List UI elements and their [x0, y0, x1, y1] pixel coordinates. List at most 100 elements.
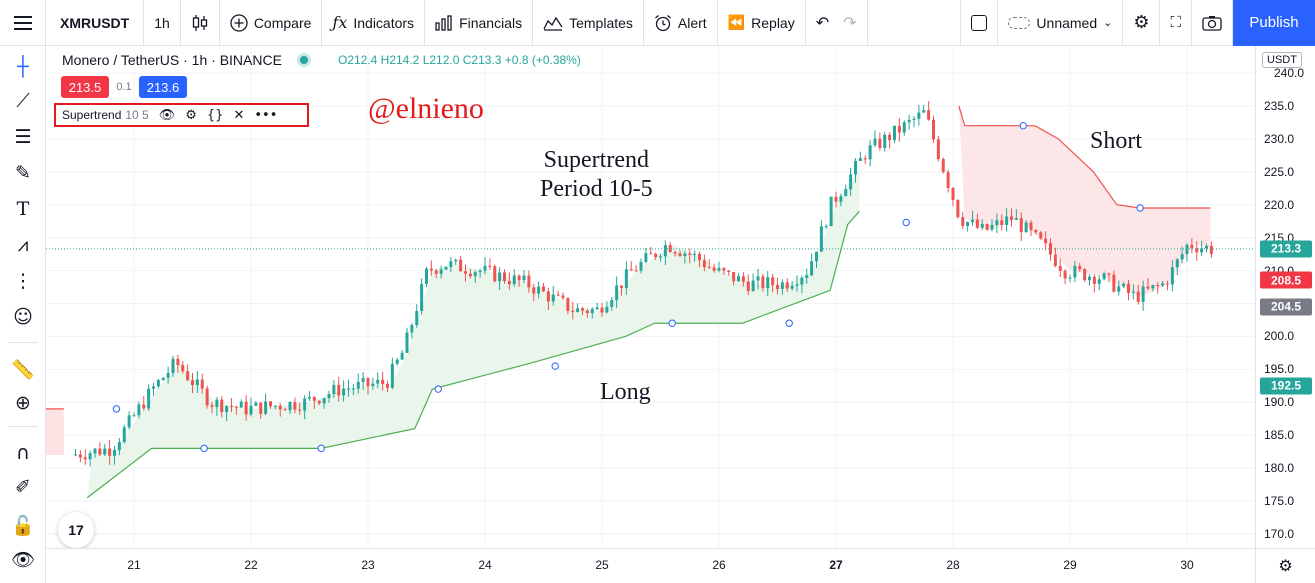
redo-icon[interactable]: ↷: [843, 12, 857, 32]
candle-body: [147, 388, 151, 409]
publish-button[interactable]: Publish: [1233, 0, 1315, 46]
prediction-tool[interactable]: ⋮: [0, 264, 46, 298]
icons-tool[interactable]: ☺: [0, 300, 46, 334]
magnet-tool[interactable]: ∩: [0, 436, 46, 470]
tradingview-logo[interactable]: 17: [58, 512, 94, 548]
more-icon[interactable]: •••: [254, 107, 278, 123]
pattern-tool[interactable]: ⩘: [0, 228, 46, 262]
supertrend-marker: [668, 319, 676, 327]
time-tick: 30: [1180, 558, 1194, 572]
candle-body: [663, 245, 667, 257]
candle-body: [581, 308, 584, 311]
close-icon[interactable]: ✕: [233, 107, 245, 123]
candle-body: [805, 275, 809, 278]
trendline-tool[interactable]: ⟋: [0, 84, 46, 118]
symbol-title[interactable]: Monero / TetherUS · 1h · BINANCE: [62, 52, 282, 68]
candle-body: [941, 159, 945, 173]
crosshair-tool[interactable]: ┼: [0, 50, 46, 84]
price-tick: 170.0: [1264, 527, 1295, 541]
text-tool[interactable]: T: [0, 192, 46, 226]
candle-body: [347, 388, 350, 390]
buy-button[interactable]: 213.6: [139, 76, 187, 98]
fullscreen-button[interactable]: ⛶: [1160, 0, 1192, 46]
candle-body: [181, 365, 185, 372]
supertrend-short-line: [958, 105, 1211, 209]
magnet-icon: ∩: [16, 442, 30, 464]
candle-body: [1166, 283, 1169, 285]
measure-tool[interactable]: 📏: [0, 352, 46, 386]
candle-body: [1190, 244, 1194, 249]
price-axis[interactable]: USDT 235.0230.0225.0220.0215.0210.0205.0…: [1255, 46, 1315, 548]
candle-body: [449, 261, 453, 267]
source-code-icon[interactable]: {}: [206, 107, 224, 123]
candle-body: [620, 285, 623, 288]
hide-drawings-tool[interactable]: 👁: [0, 542, 46, 576]
chart-type-button[interactable]: [181, 0, 220, 46]
stay-drawing-tool[interactable]: ✐: [0, 470, 46, 504]
candle-body: [1170, 267, 1174, 285]
symbol-search-button[interactable]: XMRUSDT: [46, 0, 145, 46]
lock-icon: 🔓: [11, 514, 35, 537]
candle-body: [278, 405, 282, 410]
candle-body: [410, 325, 414, 333]
candle-body: [600, 307, 604, 313]
alarm-clock-icon: [654, 14, 671, 31]
candle-body: [854, 161, 857, 175]
axis-settings-button[interactable]: ⚙: [1255, 548, 1315, 583]
templates-button[interactable]: Templates: [533, 0, 644, 46]
high-value: H214.2: [380, 53, 420, 67]
candle-body: [234, 406, 238, 408]
author-watermark: @elnieno: [368, 92, 484, 125]
alert-button[interactable]: Alert: [644, 0, 718, 46]
interval-button[interactable]: 1h: [144, 0, 181, 46]
candle-body: [644, 253, 648, 262]
select-layout-toggle[interactable]: [960, 0, 999, 46]
zoom-tool[interactable]: ⊕: [0, 386, 46, 420]
trendline-icon: ⟋: [16, 90, 30, 112]
candle-body: [493, 266, 497, 282]
gear-icon[interactable]: ⚙: [185, 107, 197, 123]
compare-button[interactable]: Compare: [220, 0, 323, 46]
compare-label: Compare: [253, 14, 312, 31]
price-badge: 192.5: [1260, 377, 1312, 395]
candle-body: [415, 311, 419, 326]
replay-button[interactable]: ⏪ Replay: [718, 0, 806, 46]
candle-body: [127, 415, 131, 428]
candle-body: [951, 188, 955, 200]
lock-drawings-tool[interactable]: 🔓: [0, 508, 46, 542]
candle-body: [98, 448, 102, 455]
time-tick: 22: [244, 558, 258, 572]
open-value: O212.4: [337, 53, 378, 67]
brush-tool[interactable]: ✎: [0, 156, 46, 190]
candle-body: [683, 253, 687, 257]
layout-name-button[interactable]: Unnamed ⌄: [998, 0, 1124, 46]
candle-body: [1088, 276, 1091, 281]
financials-button[interactable]: Financials: [425, 0, 534, 46]
snapshot-button[interactable]: [1192, 0, 1233, 46]
candle-body: [1146, 286, 1150, 289]
main-menu-button[interactable]: [0, 0, 46, 46]
eye-icon[interactable]: 👁: [158, 107, 176, 123]
currency-button[interactable]: USDT: [1262, 52, 1302, 68]
market-open-icon: [299, 56, 308, 64]
candle-body: [483, 265, 487, 271]
settings-button[interactable]: ⚙: [1123, 0, 1161, 46]
gear-icon: ⚙: [1278, 558, 1293, 575]
undo-icon[interactable]: ↶: [815, 12, 830, 32]
supertrend-marker: [200, 444, 208, 453]
candle-body: [702, 260, 706, 268]
candle-body: [527, 275, 531, 288]
candle-body: [590, 308, 594, 314]
text-icon: T: [16, 198, 30, 220]
time-axis[interactable]: 21 22 23 24 25 26 27 28 29 30: [46, 548, 1255, 583]
sell-button[interactable]: 213.5: [61, 76, 109, 98]
indicator-legend-supertrend[interactable]: Supertrend 10 5 👁 ⚙ {} ✕ •••: [54, 103, 309, 127]
indicators-button[interactable]: ƒx Indicators: [322, 0, 426, 46]
candle-body: [1141, 286, 1145, 302]
close-value: C213.3: [462, 53, 502, 67]
fib-tool[interactable]: ☰: [0, 120, 46, 154]
price-tick: 185.0: [1264, 428, 1295, 443]
candle-body: [990, 224, 994, 230]
price-tick: 230.0: [1264, 131, 1295, 146]
candle-body: [191, 380, 194, 386]
